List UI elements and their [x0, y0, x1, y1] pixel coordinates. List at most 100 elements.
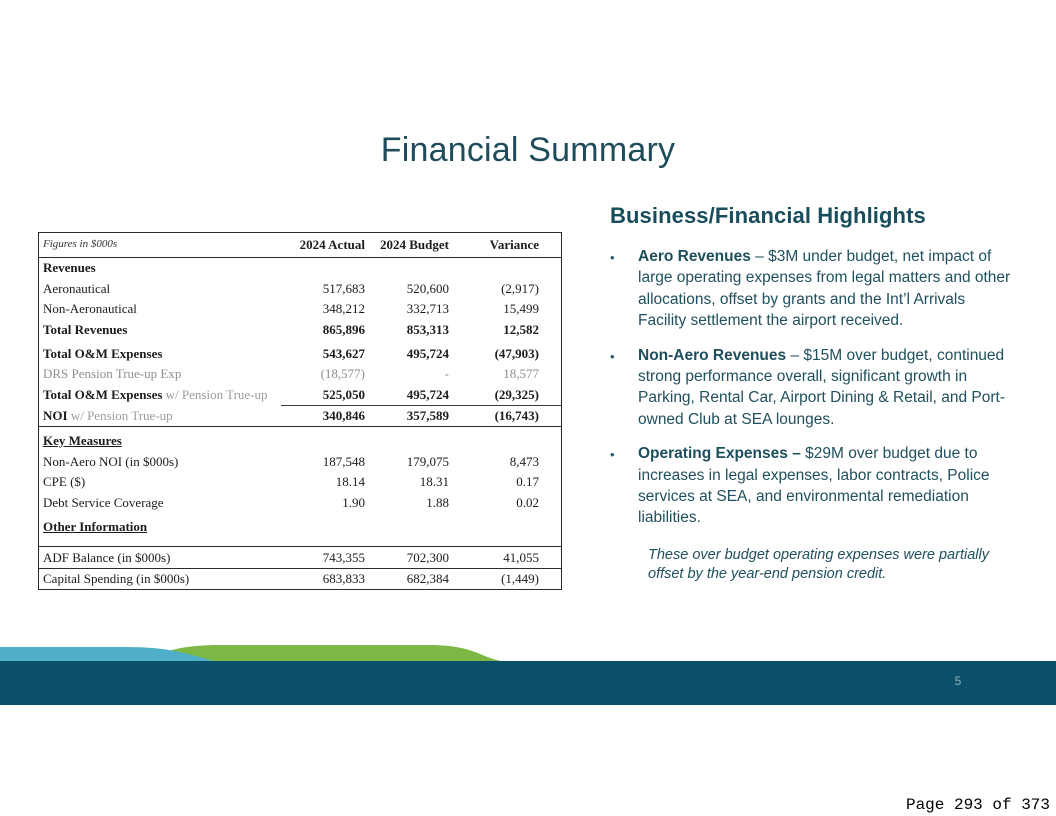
row-value-actual: 1.90 [342, 494, 365, 510]
row-value-actual: 543,627 [322, 345, 365, 361]
row-value-variance: 12,582 [503, 321, 539, 337]
bullet-icon: • [610, 447, 615, 463]
row-value-variance: (47,903) [494, 345, 539, 361]
row-label: Total O&M Expenses w/ Pension True-up [43, 387, 268, 402]
table-row: Debt Service Coverage 1.90 1.88 0.02 [39, 492, 561, 513]
row-value-budget [369, 257, 453, 278]
row-value-actual: 525,050 [281, 384, 369, 406]
table-row: Aeronautical 517,683 520,600 (2,917) [39, 278, 561, 299]
row-label: NOI w/ Pension True-up [43, 408, 173, 423]
financial-summary-table: Figures in $000s 2024 Actual 2024 Budget… [38, 232, 562, 590]
table-row: Revenues [39, 257, 561, 278]
table-row: Key Measures [39, 426, 561, 451]
row-value-budget: 332,713 [406, 301, 449, 316]
row-value-budget: 495,724 [406, 345, 449, 361]
slide-number: 5 [954, 674, 962, 688]
row-value-variance: 18,577 [503, 366, 539, 381]
row-label: Total Revenues [43, 321, 128, 337]
highlight-bullet: • Operating Expenses – $29M over budget d… [610, 443, 1014, 529]
bullet-icon: • [610, 250, 615, 265]
row-value-actual: 743,355 [281, 546, 369, 568]
row-value-variance: (1,449) [453, 567, 561, 589]
row-value-variance: 0.02 [516, 494, 539, 510]
table-row: DRS Pension True-up Exp (18,577) - 18,577 [39, 364, 561, 385]
row-value-variance [453, 426, 561, 451]
table-row: Other Information [39, 513, 561, 547]
row-value-budget: 18.31 [419, 474, 449, 489]
footer-wave-blue [0, 647, 222, 662]
row-label: Capital Spending (in $000s) [39, 567, 281, 589]
row-value-actual: 683,833 [281, 567, 369, 589]
row-label: DRS Pension True-up Exp [43, 366, 182, 381]
row-value-variance: (16,743) [494, 408, 539, 423]
table-row: ADF Balance (in $000s) 743,355 702,300 41,0… [39, 546, 561, 568]
row-label: Other Information [43, 518, 148, 534]
highlights-note: These over budget operating expenses wer… [648, 546, 989, 583]
bullet-icon: • [610, 348, 615, 364]
row-value-actual: 348,212 [322, 301, 365, 316]
row-value-variance: (2,917) [501, 280, 539, 296]
row-value-variance: 8,473 [509, 453, 539, 469]
row-value-actual: 517,683 [322, 280, 365, 296]
bullet-text: Operating Expenses – $29M over budget du… [638, 445, 990, 527]
row-value-variance [453, 257, 561, 278]
table-row: CPE ($) 18.14 18.31 0.17 [39, 472, 561, 493]
row-value-budget: 682,384 [369, 567, 453, 589]
table-row: Non-Aeronautical 348,212 332,713 15,499 [39, 299, 561, 320]
row-value-budget: 702,300 [369, 546, 453, 568]
row-value-budget: 520,600 [406, 280, 449, 296]
row-value-variance: 41,055 [453, 546, 561, 568]
row-value-budget [369, 513, 453, 547]
table-row: NOI w/ Pension True-up 340,846 357,589 (16,… [39, 405, 561, 427]
table-row: Capital Spending (in $000s) 683,833 682,38… [39, 567, 561, 589]
row-label: CPE ($) [43, 474, 86, 489]
bullet-text: Non-Aero Revenues – $15M over budget, co… [638, 346, 1006, 428]
row-label: Debt Service Coverage [43, 494, 164, 510]
row-label: Revenues [43, 260, 96, 275]
table-header-row: Figures in $000s 2024 Actual 2024 Budget… [39, 233, 561, 258]
table-row: Total O&M Expenses w/ Pension True-up 525… [39, 384, 561, 406]
row-value-variance: 15,499 [503, 301, 539, 316]
row-value-actual: 340,846 [322, 408, 365, 423]
row-label: Non-Aero NOI (in $000s) [43, 453, 179, 469]
table-row: Total O&M Expenses 543,627 495,724 (47,903) [39, 340, 561, 364]
row-value-variance: (29,325) [453, 384, 561, 406]
row-value-actual [281, 257, 369, 278]
slide-title: Financial Summary [380, 131, 676, 169]
bullet-text: Aero Revenues – $3M under budget, net im… [638, 248, 1011, 330]
highlight-bullet: • Non-Aero Revenues – $15M over budget, c… [610, 345, 1014, 431]
row-value-actual: 187,548 [322, 453, 365, 469]
row-value-actual: 865,896 [322, 321, 365, 337]
row-value-actual [281, 513, 369, 547]
row-value-budget: - [444, 366, 449, 381]
row-label: Total O&M Expenses [43, 345, 163, 361]
footer-wave-green [142, 645, 512, 662]
row-value-budget: 357,589 [406, 408, 449, 423]
row-value-budget [369, 426, 453, 451]
row-value-actual: 18.14 [335, 474, 365, 489]
column-header-actual: 2024 Actual [281, 233, 369, 258]
table-row: Total Revenues 865,896 853,313 12,582 [39, 319, 561, 340]
row-value-variance [453, 513, 561, 547]
row-value-budget: 495,724 [369, 384, 453, 406]
row-value-budget: 1.88 [426, 494, 449, 510]
footer-wave-graphic [0, 645, 1056, 705]
footer-bar [0, 661, 1056, 705]
column-header-variance: Variance [453, 233, 561, 258]
row-label: Aeronautical [43, 280, 111, 296]
highlights-panel: Business/Financial Highlights • Aero Reve… [610, 203, 1014, 585]
highlight-bullet: • Aero Revenues – $3M under budget, net i… [610, 246, 1014, 332]
table-row: Non-Aero NOI (in $000s) 187,548 179,075 8,4… [39, 451, 561, 472]
row-label: ADF Balance (in $000s) [39, 546, 281, 568]
table-caption: Figures in $000s [39, 233, 281, 258]
row-label: Non-Aeronautical [43, 301, 137, 316]
row-value-budget: 179,075 [406, 453, 449, 469]
row-label: Key Measures [39, 426, 281, 451]
highlights-bullet-list: • Aero Revenues – $3M under budget, net i… [610, 246, 1014, 529]
row-value-budget: 853,313 [406, 321, 449, 337]
row-value-variance: 0.17 [516, 474, 539, 489]
pdf-page-indicator: Page 293 of 373 [905, 796, 1050, 814]
column-header-budget: 2024 Budget [369, 233, 453, 258]
highlights-title: Business/Financial Highlights [610, 203, 926, 228]
